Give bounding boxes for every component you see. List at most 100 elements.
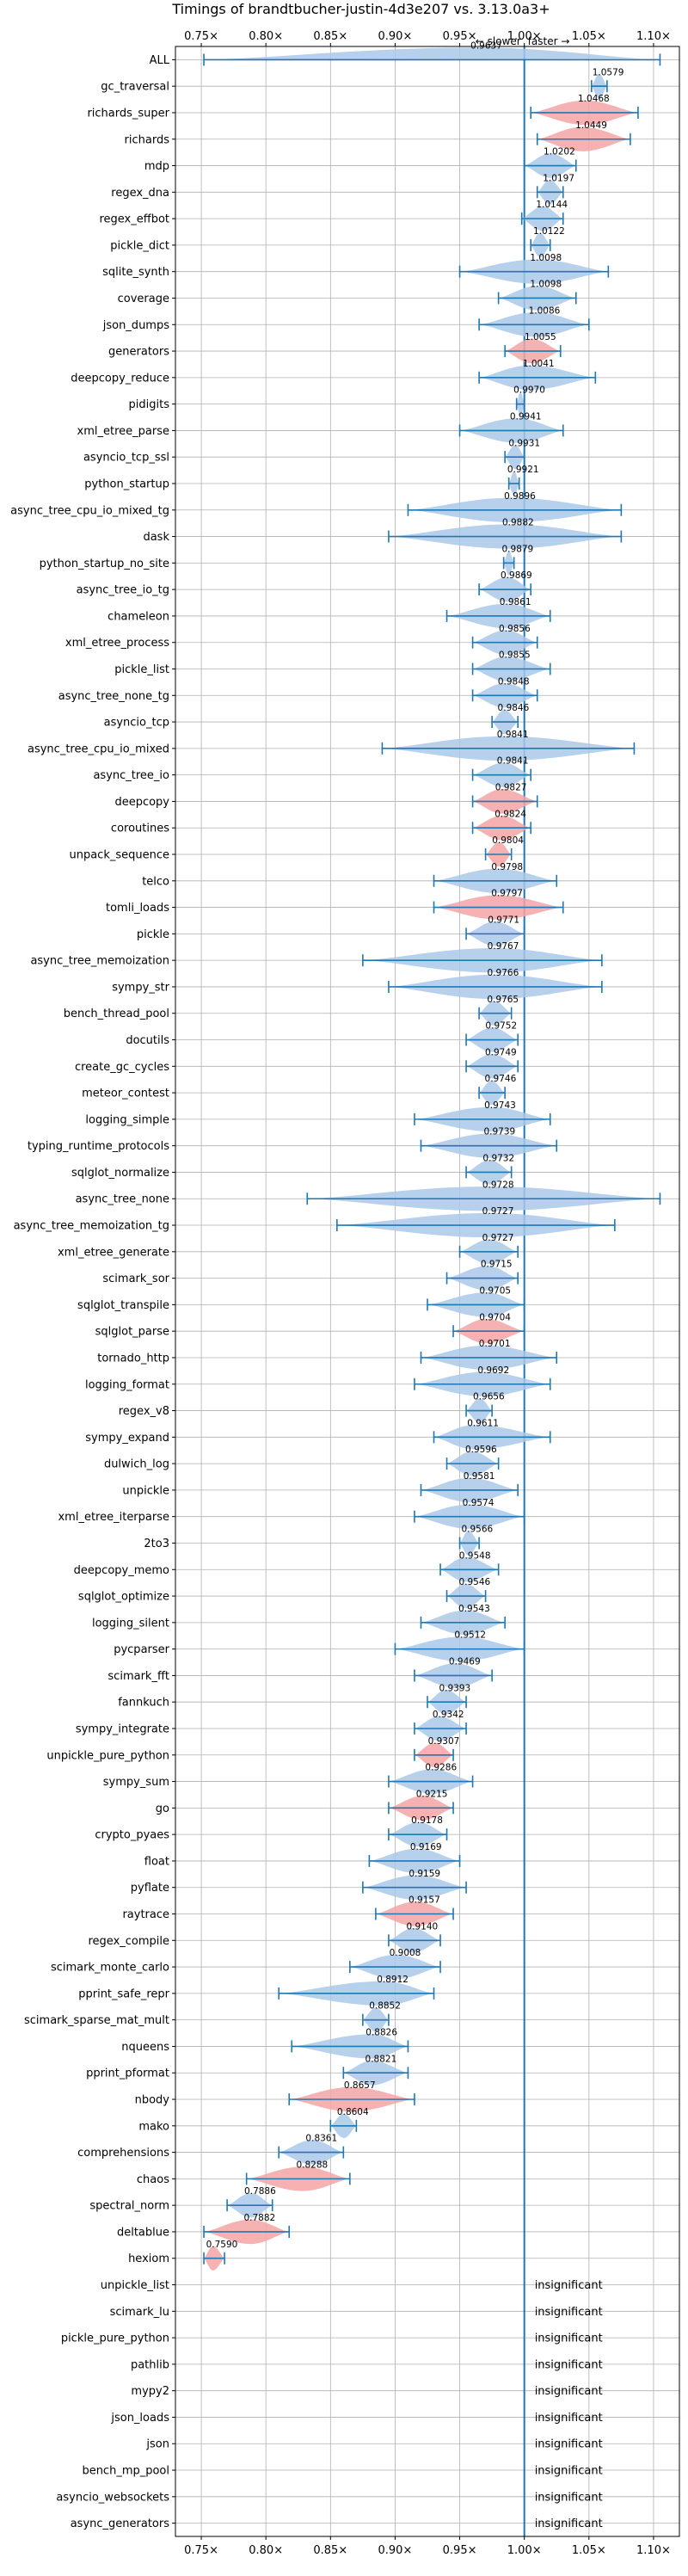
benchmark-label: regex_dna bbox=[111, 187, 169, 200]
value-label: 0.7590 bbox=[206, 2240, 238, 2250]
benchmark-label: float bbox=[144, 1855, 169, 1868]
benchmark-label: async_tree_io bbox=[93, 769, 169, 782]
benchmark-label: regex_v8 bbox=[119, 1405, 169, 1418]
benchmark-label: pprint_safe_repr bbox=[78, 1987, 169, 2000]
benchmark-label: sympy_integrate bbox=[76, 1722, 169, 1735]
insignificant-label: insignificant bbox=[535, 2385, 603, 2398]
benchmark-label: logging_silent bbox=[92, 1617, 169, 1630]
value-label: 0.9767 bbox=[488, 941, 519, 952]
value-label: 0.9215 bbox=[416, 1789, 448, 1799]
benchmark-label: unpack_sequence bbox=[69, 849, 169, 862]
insignificant-label: insignificant bbox=[535, 2438, 603, 2451]
benchmark-label: generators bbox=[108, 346, 169, 359]
benchmark-label: async_tree_cpu_io_mixed bbox=[28, 743, 169, 755]
value-label: 0.9765 bbox=[487, 995, 519, 1005]
insignificant-label: insignificant bbox=[535, 2279, 603, 2292]
plot-frame bbox=[175, 46, 680, 2537]
benchmark-label: comprehensions bbox=[77, 2147, 169, 2160]
benchmark-label: coroutines bbox=[111, 823, 169, 835]
value-label: 0.9728 bbox=[482, 1180, 514, 1190]
faster-label: faster → bbox=[528, 35, 570, 47]
x-tick-label-top: 1.00× bbox=[507, 30, 542, 43]
benchmark-label: mypy2 bbox=[131, 2385, 169, 2398]
benchmark-label: pickle_list bbox=[114, 663, 169, 676]
value-label: 0.9804 bbox=[492, 835, 524, 846]
value-label: 0.9715 bbox=[481, 1260, 513, 1270]
x-tick-label-bottom: 0.95× bbox=[443, 2544, 477, 2557]
value-label: 0.9342 bbox=[433, 1710, 464, 1720]
x-tick-label-bottom: 1.05× bbox=[572, 2544, 606, 2557]
value-label: 1.0098 bbox=[530, 280, 562, 290]
benchmark-label: pickle_dict bbox=[110, 239, 169, 252]
benchmark-label: sqlglot_parse bbox=[95, 1326, 169, 1339]
value-label: 0.9581 bbox=[464, 1471, 495, 1482]
value-label: 0.9469 bbox=[449, 1656, 481, 1667]
benchmark-label: docutils bbox=[126, 1034, 169, 1047]
benchmark-label: xml_etree_generate bbox=[58, 1246, 169, 1259]
benchmark-label: scimark_fft bbox=[108, 1670, 169, 1683]
benchmark-label: pickle_pure_python bbox=[61, 2333, 169, 2345]
benchmark-label: unpickle_list bbox=[101, 2279, 169, 2292]
insignificant-label: insignificant bbox=[535, 2333, 603, 2345]
benchmark-label: dulwich_log bbox=[104, 1458, 169, 1471]
value-label: 0.9512 bbox=[454, 1630, 486, 1641]
benchmark-label: tornado_http bbox=[97, 1352, 169, 1365]
benchmark-label: chameleon bbox=[108, 610, 169, 623]
value-label: 0.9846 bbox=[498, 703, 530, 713]
value-label: 0.9701 bbox=[479, 1339, 511, 1349]
benchmark-label: xml_etree_iterparse bbox=[58, 1511, 169, 1524]
value-label: 0.9159 bbox=[408, 1869, 440, 1879]
benchmark-label: asyncio_tcp_ssl bbox=[83, 452, 169, 465]
benchmark-label: sqlglot_transpile bbox=[77, 1299, 169, 1312]
benchmark-label: pyflate bbox=[131, 1882, 169, 1895]
benchmark-label: sympy_sum bbox=[103, 1776, 169, 1789]
benchmark-label: crypto_pyaes bbox=[95, 1829, 169, 1842]
benchmark-label: deepcopy_memo bbox=[74, 1564, 169, 1577]
value-label: 0.9771 bbox=[488, 915, 519, 925]
benchmark-label: ALL bbox=[150, 54, 170, 67]
value-label: 0.9798 bbox=[491, 862, 523, 872]
value-label: 0.9841 bbox=[497, 756, 529, 767]
value-label: 0.9732 bbox=[482, 1154, 514, 1164]
x-tick-label-bottom: 1.00× bbox=[507, 2544, 542, 2557]
value-label: 0.9841 bbox=[497, 730, 529, 740]
value-label: 1.0468 bbox=[578, 94, 610, 104]
benchmark-label: python_startup_no_site bbox=[40, 558, 169, 570]
benchmark-label: deltablue bbox=[117, 2226, 169, 2239]
value-label: 0.9566 bbox=[461, 1525, 493, 1535]
value-label: 0.9656 bbox=[473, 1392, 505, 1402]
benchmark-label: nbody bbox=[135, 2094, 170, 2107]
value-label: 0.9896 bbox=[504, 491, 536, 502]
value-label: 0.9882 bbox=[502, 518, 534, 528]
value-label: 0.9746 bbox=[485, 1074, 517, 1084]
benchmark-label: logging_format bbox=[85, 1378, 169, 1391]
benchmark-label: json_dumps bbox=[102, 319, 169, 332]
value-label: 0.9766 bbox=[488, 968, 519, 978]
value-label: 0.9739 bbox=[483, 1127, 515, 1137]
benchmark-label: telco bbox=[142, 875, 169, 888]
value-label: 0.9727 bbox=[482, 1206, 514, 1217]
x-tick-label-bottom: 0.75× bbox=[184, 2544, 218, 2557]
value-label: 0.9848 bbox=[498, 676, 530, 687]
value-label: 0.9931 bbox=[508, 438, 540, 448]
benchmark-label: sqlglot_optimize bbox=[78, 1591, 169, 1604]
benchmark-label: raytrace bbox=[122, 1908, 169, 1921]
benchmark-label: create_gc_cycles bbox=[75, 1061, 169, 1074]
value-label: 0.9941 bbox=[510, 411, 542, 422]
value-label: 0.9970 bbox=[513, 385, 545, 396]
value-label: 0.9856 bbox=[499, 624, 531, 634]
benchmark-label: go bbox=[156, 1803, 169, 1815]
benchmark-label: scimark_sparse_mat_mult bbox=[24, 2014, 169, 2027]
benchmark-label: asyncio_tcp bbox=[104, 717, 169, 730]
benchmark-label: python_startup bbox=[84, 478, 169, 490]
x-tick-label-top: 1.05× bbox=[572, 30, 606, 43]
value-label: 0.8657 bbox=[344, 2080, 376, 2091]
slower-label: ← slower bbox=[476, 35, 521, 47]
value-label: 1.0144 bbox=[536, 200, 568, 210]
benchmark-label: scimark_lu bbox=[110, 2306, 169, 2319]
value-label: 0.9824 bbox=[494, 809, 526, 819]
value-label: 0.9574 bbox=[463, 1498, 494, 1508]
value-label: 0.9855 bbox=[499, 650, 531, 661]
benchmark-label: async_generators bbox=[71, 2517, 170, 2530]
benchmark-label: async_tree_none bbox=[76, 1193, 169, 1206]
